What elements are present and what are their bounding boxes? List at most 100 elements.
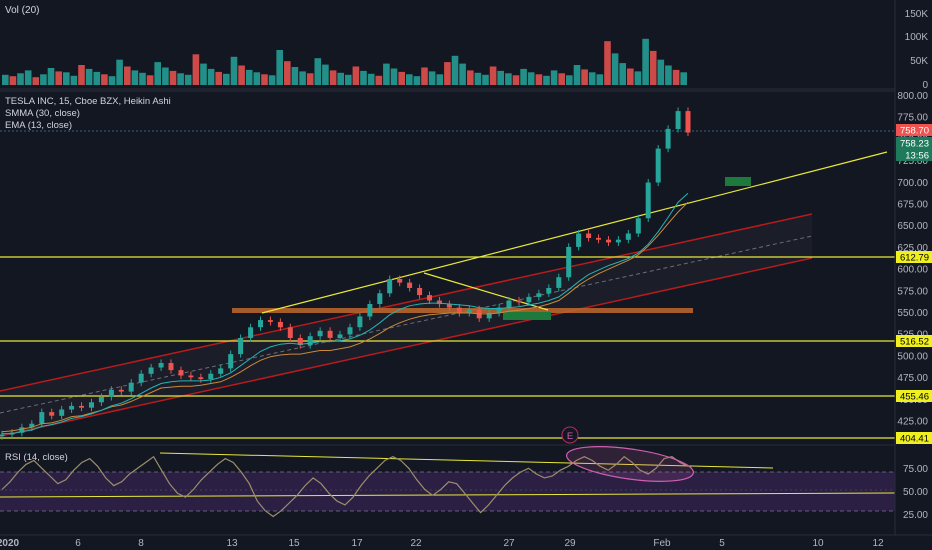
candle-body[interactable]: [665, 128, 671, 149]
candle-body[interactable]: [29, 423, 35, 428]
candle-body[interactable]: [417, 288, 423, 296]
candle-body[interactable]: [297, 338, 303, 346]
volume-bar: [55, 71, 62, 85]
candle-body[interactable]: [248, 327, 254, 338]
volume-bar: [566, 75, 573, 85]
rsi-support-line[interactable]: [0, 492, 896, 498]
candle-body[interactable]: [138, 373, 144, 383]
candle-body[interactable]: [128, 382, 134, 392]
candle-body[interactable]: [606, 239, 611, 243]
candle-body[interactable]: [566, 246, 572, 278]
candle-body[interactable]: [108, 389, 114, 397]
candle-body[interactable]: [218, 368, 224, 374]
candle-body[interactable]: [79, 405, 84, 408]
green-box-1[interactable]: [503, 312, 551, 320]
candle-body[interactable]: [635, 218, 641, 234]
earnings-event-marker[interactable]: [561, 426, 579, 444]
candle-body[interactable]: [456, 307, 462, 313]
candle-body[interactable]: [685, 111, 691, 133]
pennant-trendline[interactable]: [423, 272, 549, 311]
candle-body[interactable]: [675, 111, 681, 129]
candle-body[interactable]: [118, 389, 124, 392]
volume-bar: [573, 65, 581, 85]
price-axis-tick: 600.00: [897, 265, 928, 276]
candle-body[interactable]: [277, 321, 283, 328]
candle-body[interactable]: [89, 402, 94, 408]
candle-body[interactable]: [198, 377, 204, 380]
candle-body[interactable]: [148, 367, 154, 374]
rsi-resistance-line[interactable]: [159, 452, 774, 469]
candle-body[interactable]: [625, 233, 631, 240]
candle-body[interactable]: [576, 233, 582, 247]
candle-body[interactable]: [556, 277, 562, 288]
candle-body[interactable]: [655, 148, 661, 183]
rsi-line[interactable]: [1, 455, 689, 518]
candle-body[interactable]: [377, 293, 383, 304]
candle-body[interactable]: [496, 307, 502, 313]
volume-bar: [85, 68, 93, 85]
candle-body[interactable]: [347, 327, 353, 335]
candle-body[interactable]: [208, 373, 214, 380]
support-zone[interactable]: [232, 308, 693, 313]
candle-body[interactable]: [486, 313, 492, 319]
ema-line[interactable]: [2, 192, 689, 435]
rsi-highlight-ellipse[interactable]: [565, 440, 696, 488]
candle-body[interactable]: [188, 375, 194, 378]
candle-body[interactable]: [49, 412, 55, 416]
candle-body[interactable]: [645, 182, 651, 219]
volume-bar: [352, 66, 360, 85]
smma-line[interactable]: [1, 201, 689, 433]
candle-body[interactable]: [0, 434, 5, 437]
price-axis-tick: 650.00: [897, 221, 928, 232]
candle-body[interactable]: [158, 363, 164, 368]
candle-body[interactable]: [466, 309, 472, 313]
green-box-2[interactable]: [725, 177, 751, 186]
candle-body[interactable]: [506, 300, 512, 308]
candle-body[interactable]: [267, 320, 273, 322]
candle-body[interactable]: [397, 279, 403, 283]
candle-body[interactable]: [287, 327, 293, 338]
upper-trendline[interactable]: [261, 151, 888, 314]
candle-body[interactable]: [546, 288, 552, 294]
price-pane[interactable]: [0, 90, 895, 440]
candle-body[interactable]: [307, 336, 313, 346]
candle-body[interactable]: [526, 296, 532, 303]
candle-body[interactable]: [427, 295, 432, 301]
candle-body[interactable]: [238, 338, 244, 355]
earnings-event-label: E: [567, 431, 573, 442]
candle-body[interactable]: [586, 233, 592, 239]
volume-bar: [680, 72, 687, 85]
candle-body[interactable]: [436, 300, 442, 305]
candle-body[interactable]: [19, 427, 25, 433]
time-axis[interactable]: 2020 6 8 13 15 17 22 27 29 Feb 5 10 12: [0, 534, 932, 550]
candle-body[interactable]: [258, 320, 263, 328]
channel-mid-line[interactable]: [0, 235, 813, 414]
candle-body[interactable]: [168, 363, 174, 371]
candle-body[interactable]: [387, 279, 393, 294]
channel-lower-line[interactable]: [0, 257, 813, 437]
volume-bar: [482, 74, 489, 85]
candle-body[interactable]: [536, 293, 542, 297]
candle-body[interactable]: [228, 354, 234, 369]
candle-body[interactable]: [337, 334, 343, 338]
rsi-pane[interactable]: E: [0, 426, 896, 518]
candle-body[interactable]: [39, 412, 45, 424]
candle-body[interactable]: [615, 239, 621, 243]
volume-title: Vol (20): [5, 5, 40, 16]
candle-body[interactable]: [98, 396, 104, 403]
candle-body[interactable]: [367, 304, 373, 317]
price-axis[interactable]: 150K100K50K0800.00775.00750.00725.00700.…: [894, 0, 932, 535]
candle-body[interactable]: [357, 316, 363, 328]
candle-body[interactable]: [446, 304, 452, 308]
candle-body[interactable]: [69, 405, 75, 410]
candle-body[interactable]: [178, 370, 184, 376]
volume-bar: [2, 74, 9, 85]
candle-body[interactable]: [596, 237, 601, 240]
candle-body[interactable]: [407, 282, 413, 288]
candle-body[interactable]: [59, 409, 65, 416]
candle-body[interactable]: [317, 330, 323, 337]
candle-body[interactable]: [516, 300, 522, 303]
candle-body[interactable]: [327, 330, 333, 338]
channel-upper-line[interactable]: [0, 213, 813, 392]
